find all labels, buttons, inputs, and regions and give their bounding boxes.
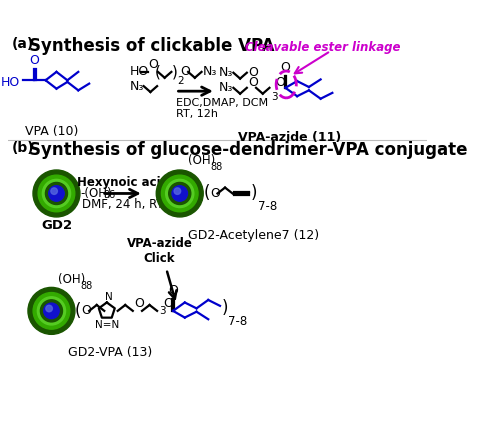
Text: N: N xyxy=(104,291,112,302)
Text: ): ) xyxy=(251,184,258,203)
Circle shape xyxy=(172,186,188,201)
Text: (: ( xyxy=(75,302,82,320)
Circle shape xyxy=(156,170,203,217)
Text: 3: 3 xyxy=(271,92,278,102)
Text: N₃: N₃ xyxy=(219,81,234,94)
Text: Synthesis of clickable VPA: Synthesis of clickable VPA xyxy=(29,37,274,55)
Text: O: O xyxy=(280,61,290,74)
Text: GD2-Acetylene7 (12): GD2-Acetylene7 (12) xyxy=(188,229,320,242)
Text: DMF, 24 h, RT: DMF, 24 h, RT xyxy=(82,198,164,211)
Circle shape xyxy=(40,300,62,322)
Text: 88: 88 xyxy=(80,281,92,291)
Text: O: O xyxy=(276,76,285,89)
Text: 96: 96 xyxy=(104,190,116,200)
Text: ): ) xyxy=(222,299,228,316)
Circle shape xyxy=(38,175,75,212)
Text: N=N: N=N xyxy=(94,320,119,330)
Circle shape xyxy=(51,188,58,195)
Text: GD2: GD2 xyxy=(41,219,72,232)
Text: O: O xyxy=(148,58,158,71)
Circle shape xyxy=(28,287,75,334)
Text: -(OH): -(OH) xyxy=(81,187,112,200)
Circle shape xyxy=(44,303,59,319)
Text: Hexynoic acid: Hexynoic acid xyxy=(76,176,168,189)
Text: O: O xyxy=(180,66,190,78)
Text: O: O xyxy=(210,187,220,200)
Text: O: O xyxy=(248,66,258,79)
Text: ): ) xyxy=(172,64,177,80)
Text: Cleavable ester linkage: Cleavable ester linkage xyxy=(244,41,400,54)
Text: 7-8: 7-8 xyxy=(258,200,277,213)
Text: (OH): (OH) xyxy=(58,273,86,286)
Text: GD2-VPA (13): GD2-VPA (13) xyxy=(68,346,152,359)
Circle shape xyxy=(48,186,64,201)
Text: O: O xyxy=(163,297,173,310)
Text: (: ( xyxy=(203,184,209,203)
Circle shape xyxy=(174,188,180,195)
Text: 88: 88 xyxy=(210,162,222,172)
Text: N₃: N₃ xyxy=(203,66,218,78)
Circle shape xyxy=(33,170,80,217)
Text: O: O xyxy=(82,305,92,317)
Text: (: ( xyxy=(154,64,160,80)
Text: VPA-azide (11): VPA-azide (11) xyxy=(238,131,342,143)
Text: (a): (a) xyxy=(12,37,34,51)
Text: N₃: N₃ xyxy=(219,66,234,79)
Text: N₃: N₃ xyxy=(130,80,144,93)
Text: O: O xyxy=(30,54,40,67)
Circle shape xyxy=(38,297,66,325)
Circle shape xyxy=(168,182,191,204)
Text: (OH): (OH) xyxy=(188,154,216,167)
Circle shape xyxy=(46,305,52,312)
Text: EDC,DMAP, DCM
RT, 12h: EDC,DMAP, DCM RT, 12h xyxy=(176,98,268,119)
Text: HO: HO xyxy=(1,76,20,89)
Text: 2: 2 xyxy=(177,76,184,86)
Text: VPA (10): VPA (10) xyxy=(24,125,78,138)
Circle shape xyxy=(166,179,194,208)
Text: VPA-azide
Click: VPA-azide Click xyxy=(126,237,192,265)
Text: 7-8: 7-8 xyxy=(228,315,248,328)
Circle shape xyxy=(162,175,198,212)
Text: 3: 3 xyxy=(159,306,166,316)
Text: Synthesis of glucose-dendrimer-VPA conjugate: Synthesis of glucose-dendrimer-VPA conju… xyxy=(29,141,468,159)
Text: O: O xyxy=(168,284,178,297)
Text: (b): (b) xyxy=(12,141,34,156)
Text: HO: HO xyxy=(130,66,148,78)
Text: O: O xyxy=(134,297,144,310)
Circle shape xyxy=(33,293,70,329)
Circle shape xyxy=(42,179,70,208)
Text: O: O xyxy=(248,76,258,89)
Circle shape xyxy=(46,182,68,204)
